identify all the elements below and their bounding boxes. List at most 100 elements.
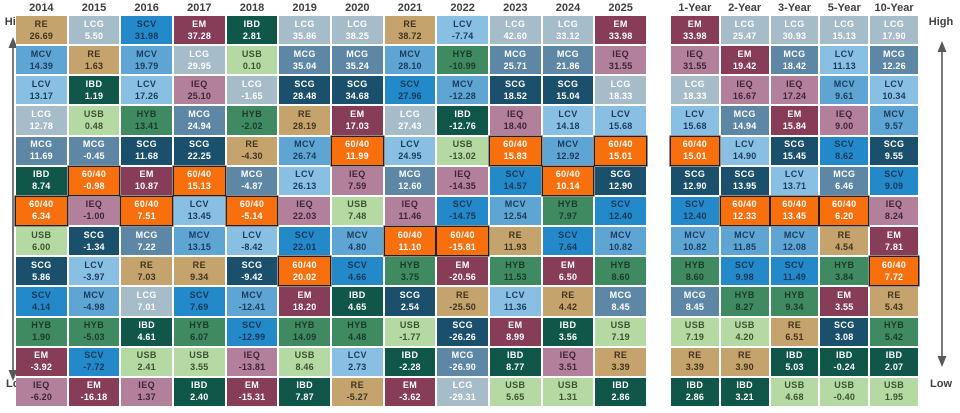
return-cell: RE 38.72 xyxy=(384,16,436,45)
asset-class-label: EM xyxy=(86,380,102,391)
return-cell: SCG -9.42 xyxy=(226,257,278,286)
asset-class-label: USB xyxy=(83,109,105,120)
asset-class-label: SCV xyxy=(884,169,904,180)
asset-class-label: LCV xyxy=(189,199,209,210)
return-cell: MCG 6.46 xyxy=(820,166,869,195)
return-value: 18.42 xyxy=(782,60,807,71)
asset-class-label: EM xyxy=(787,109,802,120)
return-value: 18.40 xyxy=(503,121,528,132)
asset-class-label: SCG xyxy=(833,320,855,331)
asset-class-label: MCG xyxy=(609,289,632,300)
asset-class-label: USB xyxy=(505,380,526,391)
return-value: 5.42 xyxy=(884,332,904,343)
return-cell: 60/40 -0.98 xyxy=(68,166,120,195)
return-cell: IBD -12.76 xyxy=(437,106,488,135)
asset-class-label: EM xyxy=(244,380,260,391)
asset-class-label: USB xyxy=(557,380,579,391)
asset-class-label: MCV xyxy=(783,229,806,240)
asset-class-label: IBD xyxy=(454,109,472,120)
return-cell: IBD 7.87 xyxy=(279,377,330,406)
return-value: 15.13 xyxy=(187,181,212,192)
return-value: 35.86 xyxy=(292,30,317,41)
return-cell: IEQ 31.55 xyxy=(671,46,719,75)
asset-class-label: IEQ xyxy=(138,380,156,391)
return-cell: RE 11.93 xyxy=(490,227,541,256)
asset-class-label: MCG xyxy=(188,109,211,120)
return-value: 12.60 xyxy=(398,181,422,192)
return-cell: SCV 4.66 xyxy=(332,257,383,286)
asset-class-label: LCV xyxy=(611,109,631,120)
return-cell: 60/40 6.20 xyxy=(820,196,869,226)
return-value: 6.50 xyxy=(558,271,578,282)
return-cell: 60/40 12.33 xyxy=(720,196,769,226)
return-value: -5.03 xyxy=(83,332,105,343)
return-value: 9.09 xyxy=(884,181,904,192)
return-cell: IEQ 31.55 xyxy=(595,46,646,75)
asset-class-label: MCG xyxy=(783,48,806,59)
asset-class-label: SCG xyxy=(399,289,421,300)
return-cell: MCV 28.10 xyxy=(384,46,436,75)
return-value: 8.99 xyxy=(506,332,525,343)
asset-class-label: MCV xyxy=(504,199,526,210)
return-cell: LCV 2.73 xyxy=(332,347,383,376)
return-cell: HYB 3.84 xyxy=(820,257,869,286)
return-value: 18.33 xyxy=(608,90,633,101)
return-value: 1.90 xyxy=(32,332,51,343)
return-cell: IEQ 7.59 xyxy=(332,166,383,195)
return-cell: LCG 12.78 xyxy=(16,106,67,135)
return-value: 5.86 xyxy=(32,271,51,282)
return-cell: RE 1.63 xyxy=(68,46,120,75)
return-value: 13.45 xyxy=(782,211,807,222)
return-value: -3.62 xyxy=(399,392,421,403)
asset-class-label: IBD xyxy=(138,320,156,331)
return-cell: IEQ 11.46 xyxy=(384,196,436,226)
return-value: 10.34 xyxy=(882,90,906,101)
return-cell: IBD 2.81 xyxy=(226,16,278,45)
return-value: 3.08 xyxy=(835,332,854,343)
return-cell: LCV 14.18 xyxy=(542,106,594,135)
asset-class-label: MCG xyxy=(556,48,580,59)
asset-class-label: 60/40 xyxy=(81,169,107,180)
return-cell: IBD 5.03 xyxy=(770,347,819,376)
asset-class-label: LCV xyxy=(31,78,51,89)
return-cell: MCV 12.92 xyxy=(542,136,594,165)
return-value: 11.85 xyxy=(733,241,757,252)
asset-class-label: MCV xyxy=(136,48,158,59)
asset-class-label: IBD xyxy=(885,350,903,361)
return-value: 25.10 xyxy=(187,90,212,101)
asset-class-label: 60/40 xyxy=(450,229,475,240)
return-value: 2.73 xyxy=(348,362,367,373)
asset-class-label: RE xyxy=(192,259,206,270)
return-cell: SCG 22.25 xyxy=(174,136,225,165)
return-cell: SCV -14.75 xyxy=(437,196,488,226)
return-value: 13.41 xyxy=(134,121,159,132)
return-cell: IBD 3.56 xyxy=(542,317,594,346)
asset-class-label: SCG xyxy=(346,78,368,89)
return-value: -0.45 xyxy=(83,151,105,162)
asset-class-label: RE xyxy=(738,350,752,361)
return-value: 12.26 xyxy=(882,60,906,71)
high-label-right: High xyxy=(928,16,954,28)
asset-class-label: MCV xyxy=(734,229,756,240)
return-cell: SCG 5.86 xyxy=(16,257,67,286)
return-value: 1.37 xyxy=(137,392,156,403)
return-cell: EM 19.42 xyxy=(720,46,769,75)
return-cell: HYB 14.09 xyxy=(279,317,330,346)
asset-class-label: SCV xyxy=(347,259,368,270)
return-value: 14.57 xyxy=(503,181,528,192)
return-value: 15.01 xyxy=(608,151,633,162)
return-cell: IEQ 8.24 xyxy=(870,196,918,226)
return-cell: LCV 26.13 xyxy=(279,166,330,195)
asset-class-label: IEQ xyxy=(559,350,577,361)
return-value: 8.24 xyxy=(884,211,904,222)
asset-class-label: SCV xyxy=(834,139,855,150)
asset-class-label: USB xyxy=(734,320,755,331)
asset-class-label: 60/40 xyxy=(239,199,265,210)
return-value: 3.55 xyxy=(835,301,854,312)
return-value: 31.55 xyxy=(683,60,707,71)
return-cell: EM 17.03 xyxy=(332,106,383,135)
return-value: -6.20 xyxy=(30,392,53,403)
return-value: -7.72 xyxy=(83,362,105,373)
return-cell: IBD -0.24 xyxy=(820,347,869,376)
asset-class-label: HYB xyxy=(883,320,905,331)
